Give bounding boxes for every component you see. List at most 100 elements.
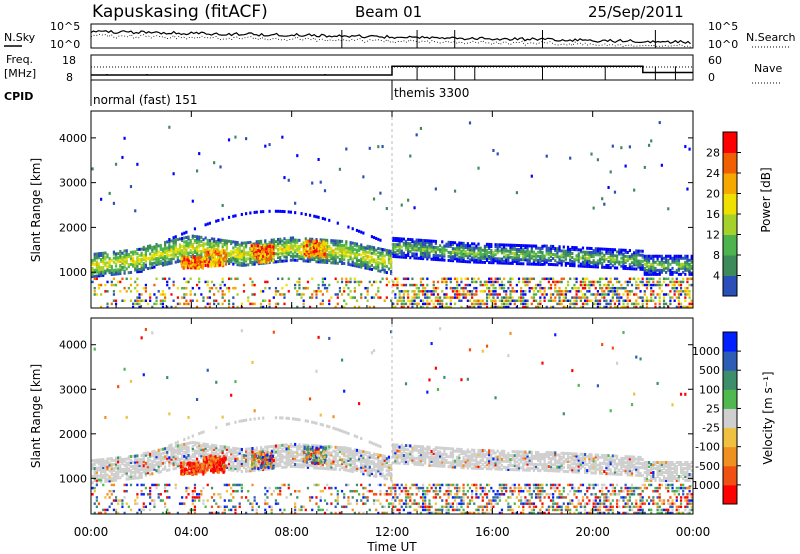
data-cell [490,243,493,247]
data-cell [279,247,282,251]
data-cell [193,240,197,244]
data-cell [364,286,367,290]
data-cell [532,290,536,293]
data-cell [370,245,374,249]
data-cell [517,254,521,258]
data-cell [507,296,510,299]
data-cell [191,252,194,256]
data-cell [300,296,303,299]
data-cell [142,268,145,272]
data-cell [289,246,292,250]
data-cell [108,477,111,481]
data-cell [377,296,380,299]
data-cell [428,255,431,259]
data-cell [285,245,288,249]
data-cell [496,305,499,308]
data-cell [140,473,143,477]
data-cell [298,277,301,281]
data-cell [513,290,516,293]
data-cell [168,460,171,464]
data-cell [193,489,197,493]
data-cell [149,502,152,505]
data-cell [132,460,135,464]
data-cell [449,251,452,255]
data-cell [596,247,600,251]
data-cell [417,242,420,246]
data-cell [522,290,525,293]
data-cell [123,249,126,253]
data-cell [127,457,130,461]
data-cell [586,283,589,287]
data-cell [547,277,550,281]
data-cell [441,252,444,256]
data-cell [579,256,582,260]
data-cell [266,243,269,247]
data-cell [210,254,214,258]
data-cell [328,251,331,255]
data-cell [110,477,113,481]
data-cell [618,286,621,290]
data-cell [679,256,683,260]
data-cell [656,280,659,284]
data-cell [202,486,205,490]
data-cell [110,463,113,467]
data-cell [245,212,248,216]
freq-traces [91,65,693,80]
data-cell [594,302,597,306]
data-cell [355,262,359,266]
data-cell [125,255,128,259]
data-cell [402,296,405,299]
data-cell [560,280,563,284]
data-cell [317,258,320,262]
data-cell [323,260,327,264]
data-cell [215,242,218,246]
data-cell [330,261,333,265]
data-cell [379,253,382,257]
data-cell [191,502,194,505]
data-cell [543,290,546,293]
data-cell [360,259,363,263]
data-cell [174,305,177,308]
data-cell [219,256,223,260]
data-cell [206,445,209,449]
data-cell [541,277,544,281]
data-cell [398,299,401,302]
data-cell [117,499,120,502]
data-cell [620,248,623,252]
data-cell [114,470,118,474]
data-cell [225,422,229,426]
data-cell [187,445,190,449]
data-cell [330,239,333,243]
data-cell [601,251,604,255]
data-cell [211,258,214,262]
data-cell [660,262,663,266]
data-cell [110,258,113,262]
data-cell [515,305,518,308]
data-cell [208,245,211,249]
data-cell [153,265,156,269]
data-cell [387,261,391,265]
data-cell [106,457,109,461]
data-cell [146,463,150,467]
data-cell [338,286,342,290]
data-cell [368,305,371,308]
data-cell [407,277,410,281]
data-cell [236,457,239,461]
data-cell [637,259,640,263]
data-cell [168,464,171,468]
data-cell [528,244,531,248]
data-cell [598,251,602,255]
data-cell [643,290,646,293]
data-cell [564,286,568,290]
data-cell [366,244,369,248]
data-cell [436,296,440,299]
data-cell [283,293,286,296]
data-cell [426,255,429,259]
data-cell [110,268,113,272]
data-cell [477,166,480,170]
data-cell [274,244,278,248]
data-cell [641,259,644,263]
data-cell [170,461,173,465]
data-cell [140,457,143,461]
data-cell [192,256,195,260]
